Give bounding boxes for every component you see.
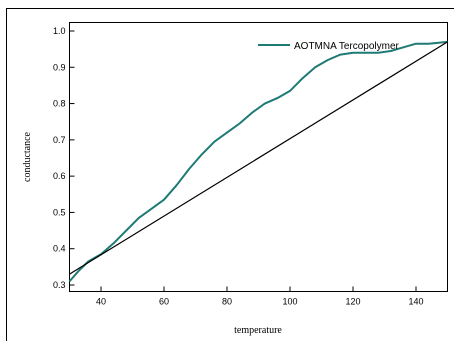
legend: AOTMNA Tercopolymer: [258, 41, 400, 52]
y-tick-label: 0.6: [53, 171, 66, 181]
y-tick-label: 0.3: [53, 280, 66, 290]
x-tick-label: 140: [408, 297, 423, 307]
x-tick-label: 80: [222, 297, 232, 307]
series-layer: [68, 40, 448, 283]
y-tick-label: 0.8: [53, 99, 66, 109]
x-tick-label: 40: [96, 297, 106, 307]
y-tick-label: 0.5: [53, 207, 66, 217]
y-tick-label: 0.7: [53, 135, 66, 145]
plot-area: [69, 22, 448, 292]
y-tick-label: 1.0: [53, 26, 66, 36]
y-axis-title: conductance: [22, 131, 33, 182]
legend-label: AOTMNA Tercopolymer: [294, 41, 400, 52]
y-tick-label: 0.4: [53, 244, 66, 254]
y-axis: 0.3 0.4 0.5 0.6 0.7 0.8 0.9 1.0: [53, 26, 75, 290]
x-axis: 40 60 80 100 120 140: [96, 286, 424, 307]
x-tick-label: 120: [345, 297, 360, 307]
x-axis-title: temperature: [234, 325, 282, 336]
x-tick-label: 100: [282, 297, 297, 307]
y-tick-label: 0.9: [53, 62, 66, 72]
x-tick-label: 60: [159, 297, 169, 307]
series-line-aotmna: [68, 40, 448, 283]
series-line-reference: [69, 41, 448, 275]
